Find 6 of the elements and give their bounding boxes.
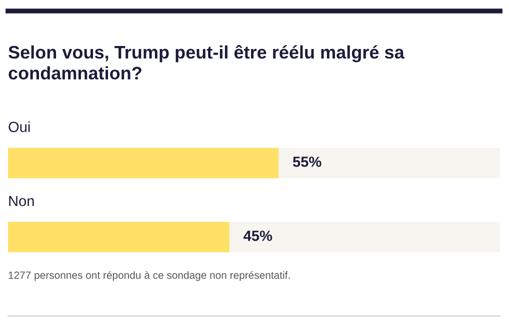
text: 1277 personnes ont répondu à ce sondage non représentatif.: [8, 271, 290, 281]
data-label: 45%: [244, 230, 272, 241]
data-label: 55%: [292, 156, 322, 167]
y-tick-label: Oui: [8, 121, 30, 132]
chart-title: Selon vous, Trump peut-il être réélu malgré sa condamnation?: [8, 45, 404, 80]
y-tick-label: Non: [9, 196, 34, 206]
